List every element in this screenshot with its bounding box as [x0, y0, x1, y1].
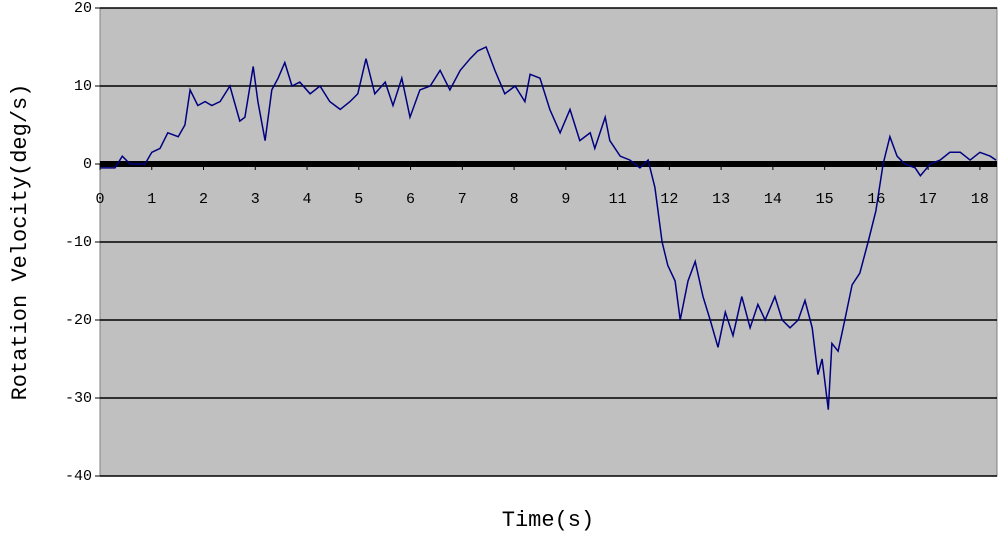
x-tick-label: 0 — [95, 191, 104, 208]
y-tick-label: 10 — [74, 78, 92, 95]
data-line — [100, 45, 997, 410]
x-tick-label: 16 — [867, 191, 885, 208]
x-axis-label: Time(s) — [502, 508, 594, 533]
y-tick-label: -30 — [65, 390, 92, 407]
x-tick-label: 14 — [764, 191, 782, 208]
x-tick-label: 11 — [609, 191, 627, 208]
x-tick-label: 13 — [712, 191, 730, 208]
y-axis-label: Rotation Velocity(deg/s) — [8, 84, 33, 401]
x-tick-label: 15 — [816, 191, 834, 208]
x-tick-label: 8 — [510, 191, 519, 208]
x-tick-label: 3 — [251, 191, 260, 208]
y-tick-label: -20 — [65, 312, 92, 329]
x-tick-label: 2 — [199, 191, 208, 208]
x-tick-label: 1 — [147, 191, 156, 208]
x-tick-label: 17 — [919, 191, 937, 208]
x-tick-label: 12 — [660, 191, 678, 208]
y-tick-label: 20 — [74, 0, 92, 17]
x-tick-label: 18 — [971, 191, 989, 208]
y-tick-label: -10 — [65, 234, 92, 251]
x-tick-label: 5 — [354, 191, 363, 208]
y-tick-label: -40 — [65, 468, 92, 485]
x-tick-label: 4 — [303, 191, 312, 208]
y-tick-label: 0 — [83, 156, 92, 173]
x-tick-label: 9 — [561, 191, 570, 208]
x-tick-label: 7 — [458, 191, 467, 208]
x-tick-label: 6 — [406, 191, 415, 208]
